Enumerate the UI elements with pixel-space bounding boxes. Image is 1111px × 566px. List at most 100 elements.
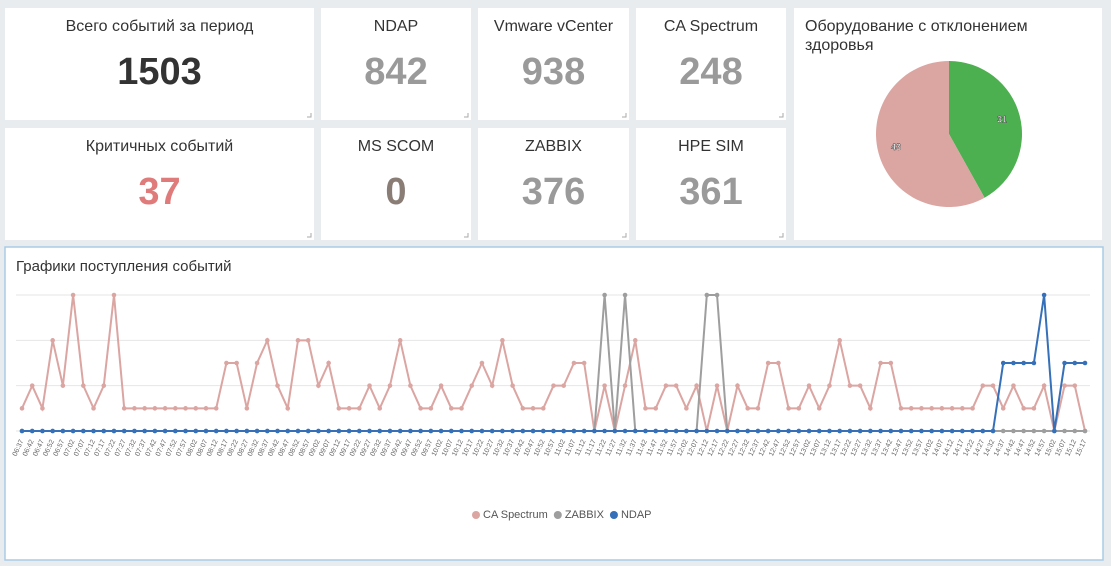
data-point bbox=[234, 428, 239, 434]
data-point bbox=[81, 383, 86, 388]
data-point bbox=[622, 428, 628, 434]
data-point bbox=[581, 360, 587, 366]
data-point bbox=[714, 292, 720, 298]
data-point bbox=[561, 428, 567, 434]
data-point bbox=[367, 383, 372, 388]
data-point bbox=[949, 428, 955, 434]
data-point bbox=[489, 383, 495, 388]
data-point bbox=[827, 428, 832, 434]
tile-title: Всего событий за период bbox=[66, 18, 254, 35]
data-point bbox=[510, 383, 515, 388]
data-point bbox=[40, 406, 45, 411]
data-point bbox=[152, 428, 158, 434]
data-point bbox=[612, 428, 618, 434]
data-point bbox=[132, 406, 137, 411]
data-point bbox=[765, 360, 771, 366]
data-point bbox=[152, 406, 158, 411]
data-point bbox=[1021, 428, 1026, 434]
data-point bbox=[265, 428, 270, 434]
data-point bbox=[408, 428, 413, 434]
data-point bbox=[438, 383, 444, 388]
data-point bbox=[980, 383, 986, 388]
data-point bbox=[888, 360, 894, 366]
data-point bbox=[418, 428, 423, 434]
data-point bbox=[765, 428, 771, 434]
panel bbox=[5, 128, 314, 240]
data-point bbox=[530, 428, 536, 434]
data-point bbox=[878, 360, 883, 366]
pie-label: 43 bbox=[891, 142, 901, 152]
tile-value: 361 bbox=[679, 171, 742, 213]
data-point bbox=[540, 406, 546, 411]
data-point bbox=[1000, 360, 1006, 366]
data-point bbox=[234, 360, 239, 366]
data-point bbox=[29, 383, 35, 388]
data-point bbox=[469, 383, 475, 388]
data-point bbox=[898, 428, 904, 434]
tile-value: 938 bbox=[522, 51, 585, 93]
data-point bbox=[285, 406, 291, 411]
data-point bbox=[1062, 360, 1067, 366]
data-point bbox=[305, 428, 311, 434]
data-point bbox=[1031, 428, 1037, 434]
tile-value: 842 bbox=[364, 51, 427, 93]
data-point bbox=[970, 406, 975, 411]
data-point bbox=[193, 428, 199, 434]
resize-handle bbox=[464, 233, 469, 238]
data-point bbox=[295, 428, 301, 434]
data-point bbox=[551, 383, 556, 388]
data-point bbox=[203, 428, 209, 434]
chart-title: Оборудование с отклонением здоровья bbox=[805, 18, 1028, 54]
data-point bbox=[806, 428, 812, 434]
data-point bbox=[459, 428, 464, 434]
data-point bbox=[929, 406, 934, 411]
pie-slice bbox=[876, 60, 985, 207]
data-point bbox=[653, 406, 659, 411]
data-point bbox=[346, 406, 352, 411]
data-point bbox=[755, 428, 761, 434]
data-point bbox=[162, 406, 168, 411]
data-point bbox=[213, 406, 219, 411]
data-point bbox=[60, 428, 66, 434]
data-point bbox=[326, 428, 331, 434]
pie-label: 31 bbox=[997, 115, 1007, 125]
data-point bbox=[438, 428, 444, 434]
data-point bbox=[183, 428, 188, 434]
data-point bbox=[960, 406, 965, 411]
data-point bbox=[632, 338, 638, 343]
data-point bbox=[694, 383, 699, 388]
data-point bbox=[265, 338, 270, 343]
data-point bbox=[1052, 428, 1057, 434]
data-point bbox=[408, 383, 413, 388]
data-point bbox=[1082, 428, 1088, 434]
data-point bbox=[173, 428, 178, 434]
data-point bbox=[571, 428, 577, 434]
data-point bbox=[275, 383, 280, 388]
data-point bbox=[1041, 292, 1047, 298]
data-point bbox=[193, 406, 199, 411]
data-point bbox=[387, 383, 393, 388]
data-point bbox=[346, 428, 352, 434]
data-point bbox=[387, 428, 393, 434]
data-point bbox=[316, 428, 321, 434]
pie-slice bbox=[949, 61, 1022, 198]
data-point bbox=[990, 428, 996, 434]
data-point bbox=[755, 406, 761, 411]
panel bbox=[636, 128, 786, 240]
data-point bbox=[622, 292, 628, 298]
data-point bbox=[684, 406, 689, 411]
data-point bbox=[735, 428, 740, 434]
data-point bbox=[173, 406, 178, 411]
legend-label: CA Spectrum bbox=[483, 509, 548, 521]
data-point bbox=[714, 383, 720, 388]
data-point bbox=[479, 428, 485, 434]
data-point bbox=[520, 406, 526, 411]
data-point bbox=[1031, 360, 1037, 366]
data-point bbox=[428, 428, 434, 434]
data-point bbox=[448, 406, 454, 411]
data-point bbox=[673, 428, 679, 434]
resize-handle bbox=[622, 233, 627, 238]
data-point bbox=[500, 338, 505, 343]
data-point bbox=[183, 406, 188, 411]
